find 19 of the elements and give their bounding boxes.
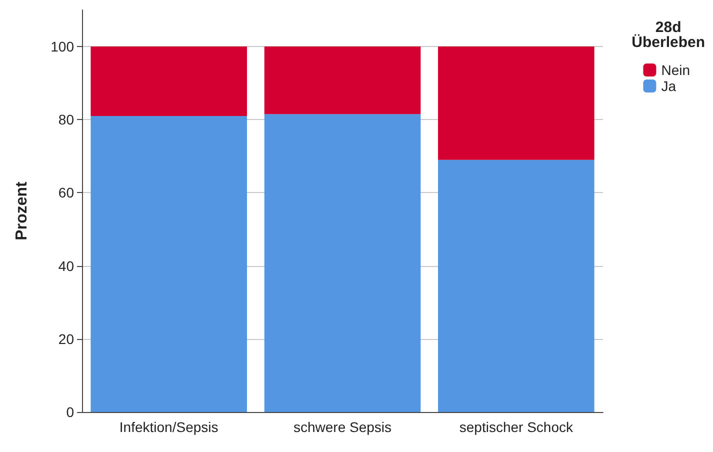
y-tick-label: 80 [58, 112, 74, 128]
bar [90, 116, 247, 412]
legend-label: Nein [661, 62, 690, 78]
y-tick-label: 60 [58, 184, 74, 201]
bar [438, 160, 594, 412]
y-tick-label: 100 [50, 38, 74, 55]
bar [438, 46, 594, 160]
x-tick-label: Infektion/Sepsis [119, 419, 218, 435]
legend-label: Ja [661, 78, 676, 94]
legend-title: 28d Überleben [632, 19, 706, 51]
y-axis-title: Prozent [14, 180, 30, 240]
y-tick-label: 40 [58, 258, 74, 274]
y-tick-label: 20 [58, 330, 74, 347]
bar [90, 46, 247, 116]
bar [264, 46, 421, 114]
x-tick-label: septischer Schock [459, 419, 574, 435]
bar [264, 114, 421, 412]
x-tick-label: schwere Sepsis [293, 419, 392, 435]
y-tick-label: 0 [66, 404, 74, 420]
